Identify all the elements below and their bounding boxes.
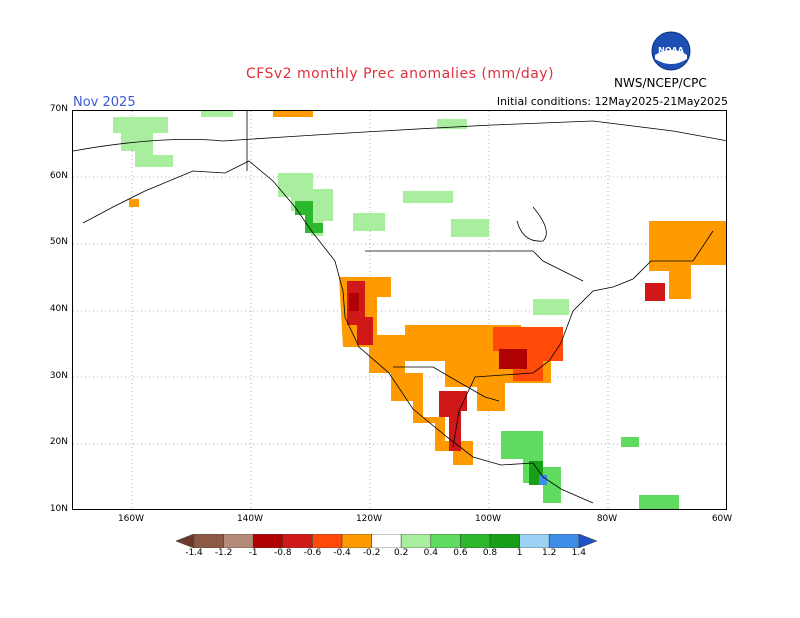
lon-label-120w: 120W — [355, 514, 383, 524]
noaa-logo-icon: NOAA — [651, 31, 691, 71]
lat-label-40n: 40N — [49, 304, 68, 314]
lon-label-160w: 160W — [117, 514, 145, 524]
coastlines — [73, 111, 726, 504]
colorbar-swatch — [252, 534, 284, 548]
svg-text:NOAA: NOAA — [658, 46, 684, 55]
colorbar-swatch — [460, 534, 491, 548]
lon-label-140w: 140W — [236, 514, 264, 524]
colorbar-swatch — [312, 534, 343, 548]
lon-label-60w: 60W — [711, 514, 733, 524]
lat-label-10n: 10N — [49, 504, 68, 514]
colorbar-swatch — [282, 534, 313, 548]
map-title: CFSv2 monthly Prec anomalies (mm/day) — [245, 66, 555, 82]
lon-label-100w: 100W — [474, 514, 502, 524]
anomaly-map — [73, 111, 726, 509]
colorbar-swatch — [489, 534, 520, 548]
colorbar-tick-label: 1.2 — [542, 548, 557, 558]
lat-label-20n: 20N — [49, 437, 68, 447]
colorbar — [176, 534, 598, 548]
colorbar-tick-label: -1 — [248, 548, 258, 558]
colorbar-swatch — [223, 534, 254, 548]
map-panel — [72, 110, 727, 510]
colorbar-tick-label: -1.4 — [185, 548, 203, 558]
agency-label: NWS/NCEP/CPC — [614, 76, 707, 90]
lat-label-50n: 50N — [49, 237, 68, 247]
colorbar-tick-label: 1.4 — [571, 548, 586, 558]
lat-label-60n: 60N — [49, 171, 68, 181]
colorbar-swatches — [176, 534, 598, 548]
lat-label-70n: 70N — [49, 104, 68, 114]
lat-label-30n: 30N — [49, 371, 68, 381]
positive-anomaly-areas — [113, 111, 679, 509]
forecast-month: Nov 2025 — [73, 95, 136, 110]
colorbar-tick-label: 0.6 — [453, 548, 468, 558]
colorbar-swatch — [519, 534, 550, 548]
lon-label-80w: 80W — [596, 514, 618, 524]
graticule — [73, 111, 726, 509]
colorbar-swatch — [430, 534, 461, 548]
colorbar-swatch — [341, 534, 372, 548]
colorbar-tick-label: -1.2 — [214, 548, 233, 558]
colorbar-tick-label: 0.8 — [482, 548, 498, 558]
negative-anomaly-areas — [129, 111, 726, 465]
colorbar-swatch — [578, 534, 598, 548]
colorbar-tick-label: -0.2 — [362, 548, 381, 558]
colorbar-tick-label: -0.4 — [333, 548, 351, 558]
colorbar-tick-label: 0.4 — [423, 548, 438, 558]
colorbar-swatch — [193, 534, 224, 548]
colorbar-swatch — [176, 534, 195, 548]
colorbar-tick-label: -0.8 — [274, 548, 292, 558]
colorbar-tick-label: 1 — [516, 548, 523, 558]
initial-conditions: Initial conditions: 12May2025-21May2025 — [496, 95, 728, 108]
colorbar-swatch — [548, 534, 580, 548]
colorbar-tick-label: -0.6 — [303, 548, 322, 558]
colorbar-tick-label: 0.2 — [394, 548, 409, 558]
colorbar-swatch — [400, 534, 432, 548]
colorbar-swatch — [371, 534, 402, 548]
